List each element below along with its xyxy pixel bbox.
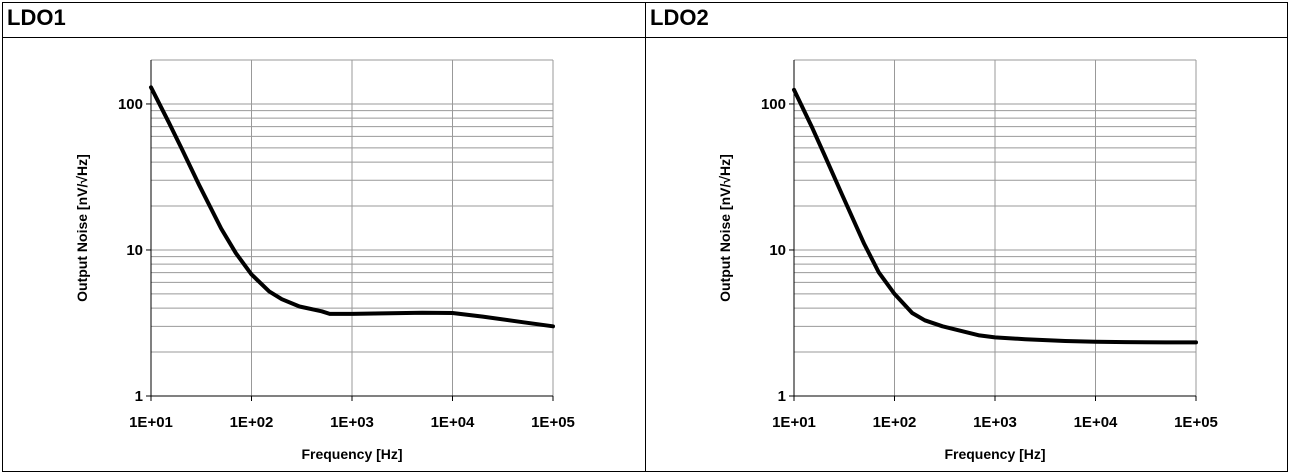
noise-curve-line [792,87,1198,345]
x-tick-label: 1E+04 [1074,414,1118,431]
x-tick-label: 1E+01 [772,414,816,431]
cell-divider [645,2,646,472]
x-tick-label: 1E+02 [873,414,917,431]
x-tick-label: 1E+03 [973,414,1017,431]
x-axis-title: Frequency [Hz] [301,446,402,462]
x-tick-label: 1E+05 [1174,414,1218,431]
noise-curve-line [149,85,555,329]
y-tick-label: 1 [135,388,143,405]
panel-title-ldo1: LDO1 [7,5,66,30]
y-tick-label: 10 [126,242,143,259]
y-tick-label: 10 [769,242,786,259]
x-tick-label: 1E+05 [531,414,575,431]
x-axis-title: Frequency [Hz] [944,446,1045,462]
x-tick-label: 1E+03 [330,414,374,431]
header-divider [2,37,1288,38]
chart-ldo1: 1E+01 1E+02 1E+03 1E+04 1E+05 1 10 100 Frequency… [74,59,575,462]
panel-title-ldo2: LDO2 [650,5,709,30]
chart-ldo2: 1E+01 1E+02 1E+03 1E+04 1E+05 1 10 100 Frequency… [717,59,1218,462]
y-tick-label: 100 [761,96,786,113]
y-axis-title: Output Noise [nV/√Hz] [74,154,90,302]
x-tick-label: 1E+02 [230,414,274,431]
x-tick-label: 1E+01 [129,414,173,431]
x-tick-label: 1E+04 [431,414,475,431]
y-axis-title: Output Noise [nV/√Hz] [717,154,733,302]
y-tick-label: 1 [778,388,786,405]
y-tick-label: 100 [118,96,143,113]
